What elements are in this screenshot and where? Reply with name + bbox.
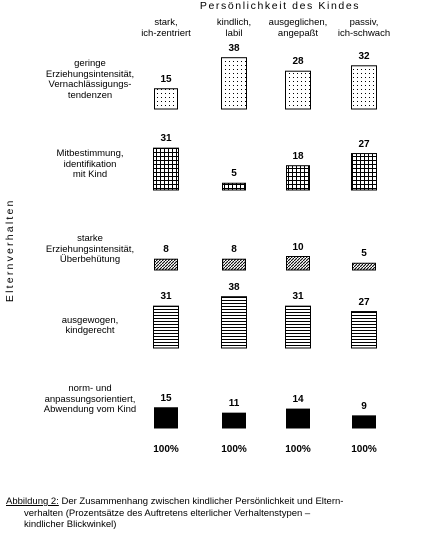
value-label: 8 <box>163 244 169 256</box>
value-label: 5 <box>361 248 367 260</box>
row-label: starke Erziehungsintensität, Überbehütun… <box>45 233 135 266</box>
bar <box>352 415 376 429</box>
column-label: kindlich, labil <box>216 17 252 39</box>
bar <box>221 296 247 349</box>
column-label: ausgeglichen, angepaßt <box>268 17 328 39</box>
bar <box>154 407 178 429</box>
bar <box>285 305 311 349</box>
value-label: 31 <box>160 133 172 145</box>
value-label: 14 <box>292 394 304 406</box>
caption-line: Abbildung 2: Der Zusammenhang zwischen k… <box>6 496 421 508</box>
value-label: 28 <box>292 56 304 68</box>
value-label: 27 <box>358 138 370 150</box>
caption-text: verhalten (Prozentsätze des Auftretens e… <box>24 507 311 519</box>
row-label: Mitbestimmung, identifikation mit Kind <box>56 148 124 181</box>
value-label: 31 <box>160 291 172 303</box>
total-label: 100% <box>285 444 311 455</box>
bar <box>286 165 310 191</box>
total-label: 100% <box>351 444 377 455</box>
bar <box>352 262 376 271</box>
bar <box>286 256 310 271</box>
value-label: 10 <box>292 241 304 253</box>
column-label: passiv, ich-schwach <box>337 17 391 39</box>
bar <box>154 88 178 110</box>
row-label: norm- und anpassungsorientiert, Abwendun… <box>43 383 137 416</box>
value-label: 31 <box>292 291 304 303</box>
value-label: 8 <box>231 244 237 256</box>
bar <box>351 153 377 191</box>
row-label: geringe Erziehungsintensität, Vernachläs… <box>45 58 135 101</box>
bar <box>222 182 246 191</box>
value-label: 15 <box>160 392 172 404</box>
value-label: 18 <box>292 150 304 162</box>
column-label: stark, ich-zentriert <box>141 17 191 39</box>
bar <box>153 147 179 191</box>
value-label: 9 <box>361 400 367 412</box>
value-label: 27 <box>358 296 370 308</box>
bar <box>285 70 311 110</box>
total-label: 100% <box>221 444 247 455</box>
bar <box>222 412 246 429</box>
value-label: 38 <box>228 42 240 54</box>
row-label: ausgewogen, kindgerecht <box>61 314 119 336</box>
caption-text: kindlicher Blickwinkel) <box>24 519 117 530</box>
bar <box>221 57 247 110</box>
caption-label: Abbildung 2: <box>6 496 59 507</box>
value-label: 38 <box>228 281 240 293</box>
y-axis-label: Elternverhalten <box>3 198 16 303</box>
bar <box>351 65 377 110</box>
bar <box>153 305 179 349</box>
bar <box>351 311 377 349</box>
bar <box>154 258 178 271</box>
bar <box>222 258 246 271</box>
value-label: 15 <box>160 73 172 85</box>
value-label: 32 <box>358 50 370 62</box>
bar <box>286 408 310 429</box>
caption: Abbildung 2: Der Zusammenhang zwischen k… <box>6 496 421 531</box>
value-label: 11 <box>228 398 240 410</box>
total-label: 100% <box>153 444 179 455</box>
caption-text: Der Zusammenhang zwischen kindlicher Per… <box>61 496 344 507</box>
value-label: 5 <box>231 168 237 180</box>
chart-title: Persönlichkeit des Kindes <box>199 0 361 12</box>
